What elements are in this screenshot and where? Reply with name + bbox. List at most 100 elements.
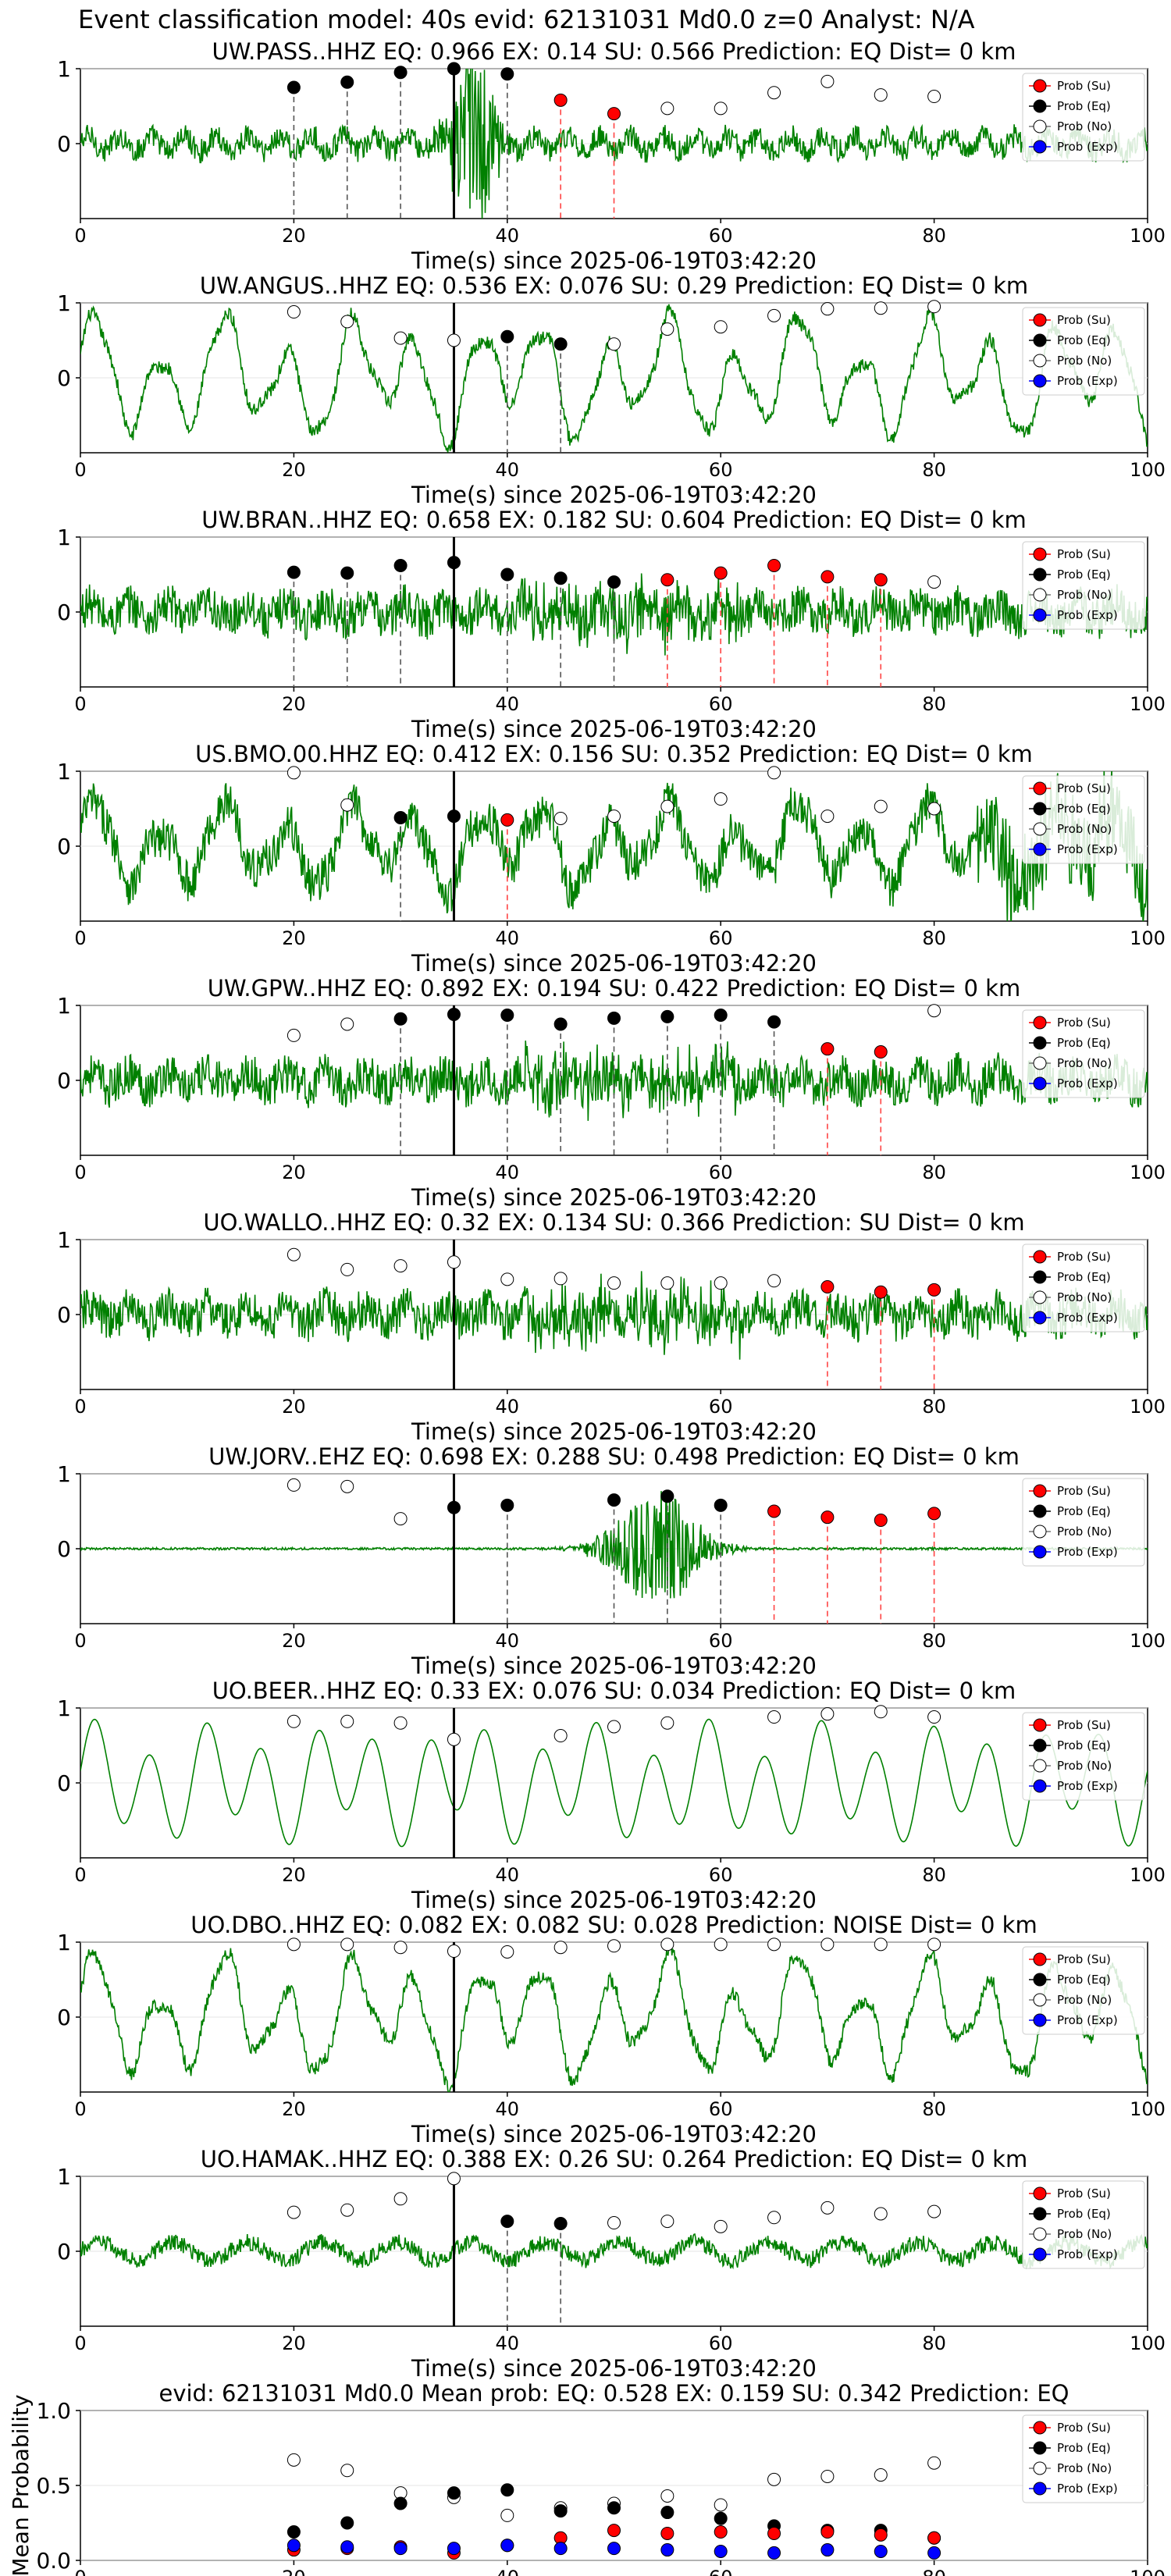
prob-point-no	[660, 1716, 674, 1730]
x-axis-label: Time(s) since 2025-06-19T03:42:20	[411, 2355, 817, 2382]
panel-title: UW.GPW..HHZ EQ: 0.892 EX: 0.194 SU: 0.42…	[208, 975, 1020, 1002]
prob-point-no	[447, 1732, 461, 1746]
prob-point-no	[340, 1937, 354, 1952]
mean-prob-point-su	[660, 2526, 674, 2540]
x-tick-label: 0	[74, 2332, 86, 2354]
chart-panel-9: UO.HAMAK..HHZ EQ: 0.388 EX: 0.26 SU: 0.2…	[57, 2146, 1166, 2382]
mean-prob-point-eq	[714, 2511, 728, 2525]
mean-prob-point-exp	[607, 2542, 621, 2556]
x-tick-label: 0	[74, 1864, 86, 1886]
x-tick-label: 60	[709, 1630, 733, 1652]
prob-point-no	[447, 1255, 461, 1269]
legend-marker-no	[1033, 354, 1047, 368]
legend-marker-no	[1033, 822, 1047, 836]
x-tick-label: 40	[496, 1864, 520, 1886]
prob-point-su	[874, 1045, 888, 1059]
prob-point-no	[340, 1479, 354, 1493]
y-tick-label: 0	[57, 834, 71, 859]
prob-point-no	[874, 1705, 888, 1719]
x-tick-label: 100	[1130, 225, 1166, 247]
prob-point-no	[393, 2192, 408, 2206]
mean-prob-point-su	[714, 2525, 728, 2539]
mean-prob-point-eq	[553, 2504, 568, 2518]
mean-prob-point-exp	[340, 2540, 354, 2554]
chart-panel-3: US.BMO.00.HHZ EQ: 0.412 EX: 0.156 SU: 0.…	[57, 741, 1166, 977]
legend-label: Prob (Exp)	[1057, 1076, 1118, 1091]
legend-marker-eq	[1033, 1504, 1047, 1518]
prob-point-no	[874, 1937, 888, 1952]
prob-point-no	[767, 86, 781, 100]
x-tick-label: 80	[922, 927, 946, 949]
legend-box	[1022, 1478, 1145, 1567]
legend-label: Prob (Su)	[1057, 1952, 1111, 1966]
prob-point-no	[660, 322, 674, 336]
chart-panel-1: UW.ANGUS..HHZ EQ: 0.536 EX: 0.076 SU: 0.…	[57, 272, 1166, 508]
x-tick-label: 80	[922, 2332, 946, 2354]
x-tick-label: 20	[282, 2567, 306, 2576]
prob-point-no	[767, 1710, 781, 1724]
panel-title: US.BMO.00.HHZ EQ: 0.412 EX: 0.156 SU: 0.…	[195, 741, 1033, 767]
y-axis-label: Mean Probability	[8, 2394, 34, 2576]
legend-box	[1022, 2414, 1145, 2503]
x-tick-label: 100	[1130, 2098, 1166, 2120]
legend-label: Prob (Exp)	[1057, 1779, 1118, 1793]
prob-point-eq	[553, 1017, 568, 1031]
legend-marker-su	[1033, 1718, 1047, 1732]
x-tick-label: 0	[74, 1162, 86, 1183]
x-tick-label: 20	[282, 927, 306, 949]
legend-marker-su	[1033, 1484, 1047, 1498]
prob-point-no	[927, 802, 941, 816]
x-tick-label: 40	[496, 693, 520, 715]
waveform-trace	[80, 1718, 1148, 1848]
legend-marker-eq	[1033, 1036, 1047, 1050]
legend-marker-exp	[1033, 842, 1047, 856]
x-tick-label: 40	[496, 1396, 520, 1418]
x-tick-label: 0	[74, 459, 86, 481]
legend-box	[1022, 73, 1145, 162]
prob-point-no	[820, 1707, 835, 1721]
legend-marker-exp	[1033, 2247, 1047, 2261]
x-tick-label: 60	[709, 2098, 733, 2120]
prob-point-no	[714, 792, 728, 806]
legend-label: Prob (Exp)	[1057, 2482, 1118, 2496]
prob-point-eq	[660, 1489, 674, 1503]
legend-label: Prob (Su)	[1057, 1484, 1111, 1498]
x-tick-label: 0	[74, 1630, 86, 1652]
legend-marker-su	[1033, 547, 1047, 561]
x-tick-label: 80	[922, 693, 946, 715]
legend-box	[1022, 1244, 1145, 1332]
legend-marker-eq	[1033, 568, 1047, 582]
mean-prob-point-su	[607, 2524, 621, 2538]
mean-prob-point-no	[500, 2508, 514, 2522]
mean-prob-point-eq	[287, 2525, 301, 2539]
x-tick-label: 80	[922, 1162, 946, 1183]
mean-prob-point-no	[820, 2469, 835, 2483]
prob-point-su	[660, 573, 674, 587]
legend-marker-eq	[1033, 333, 1047, 347]
prob-point-no	[393, 331, 408, 345]
legend-label: Prob (No)	[1057, 588, 1112, 602]
panel-title: UW.ANGUS..HHZ EQ: 0.536 EX: 0.076 SU: 0.…	[200, 272, 1028, 299]
prob-point-no	[714, 1276, 728, 1290]
legend-marker-su	[1033, 2186, 1047, 2201]
waveform-trace	[80, 2233, 1148, 2270]
legend-label: Prob (No)	[1057, 354, 1112, 368]
prob-point-su	[820, 1510, 835, 1525]
prob-point-no	[927, 2204, 941, 2218]
prob-point-eq	[447, 556, 461, 570]
panel-title: evid: 62131031 Md0.0 Mean prob: EQ: 0.52…	[159, 2380, 1070, 2407]
prob-point-no	[500, 1272, 514, 1286]
legend-label: Prob (Su)	[1057, 79, 1111, 93]
mean-prob-point-no	[767, 2472, 781, 2486]
legend-label: Prob (Su)	[1057, 2421, 1111, 2435]
prob-point-no	[607, 1939, 621, 1953]
legend-label: Prob (No)	[1057, 822, 1112, 836]
legend-label: Prob (No)	[1057, 1993, 1112, 2007]
legend-marker-eq	[1033, 1973, 1047, 1987]
y-tick-label: 0	[57, 1302, 71, 1328]
x-axis-label: Time(s) since 2025-06-19T03:42:20	[411, 482, 817, 508]
legend-marker-exp	[1033, 2013, 1047, 2027]
x-axis-label: Time(s) since 2025-06-19T03:42:20	[411, 1653, 817, 1679]
prob-point-no	[714, 1937, 728, 1952]
prob-point-no	[660, 1937, 674, 1952]
